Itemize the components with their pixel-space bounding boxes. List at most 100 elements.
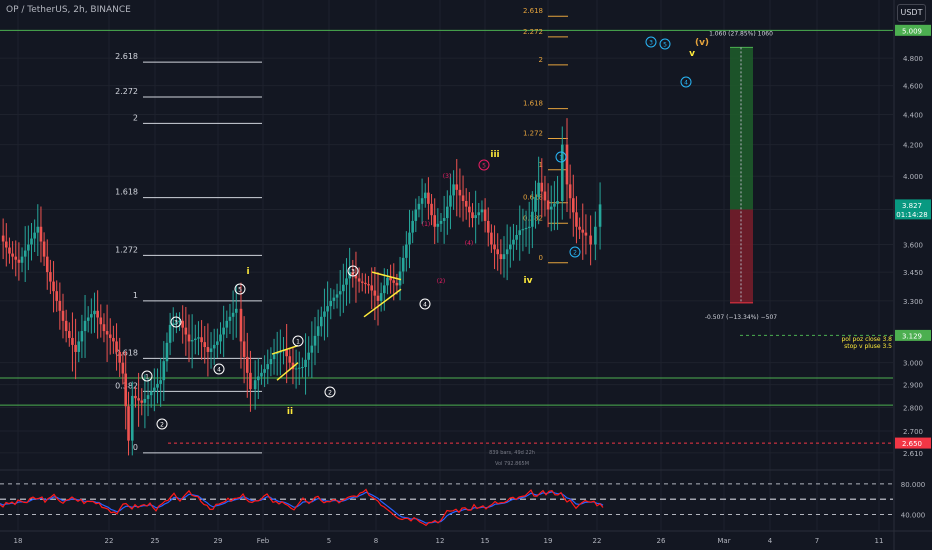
price-badge [895,329,931,341]
candle-body [461,195,465,202]
candle-body [260,372,263,377]
candle-body [427,192,430,204]
fib-right-label: 2.272 [523,28,543,36]
price-axis-tick: 3.450 [903,269,923,277]
candle-body [216,341,219,345]
candle-body [420,198,424,204]
candle-body [83,320,87,332]
candle-body [263,369,266,373]
time-axis-tick: 12 [436,537,445,545]
candle-body [156,383,159,388]
price-badge-label: 3.827 [902,202,922,210]
volume-info: Vol 792.865M [495,461,529,467]
candle-body [99,317,103,325]
time-axis-tick: 19 [544,537,553,545]
time-axis[interactable]: 18 22 25 29 Feb 5 8 12 15 19 22 26 Mar 4 7 11 [0,530,932,545]
candle-body [134,395,137,399]
candle-body [578,226,581,230]
fib-left-label: 1 [133,291,138,300]
candle-body [326,306,329,312]
wave-label-yellow: v [689,49,695,59]
rsi-pane [0,469,893,527]
bars-range-info: 839 bars, 49d 22h [489,450,535,456]
candle-body [572,198,575,213]
candle-body [518,230,522,235]
fib-left-label: 1.272 [115,245,138,254]
time-axis-tick: 5 [327,537,331,545]
fib-left-label: 2.618 [115,52,138,61]
candle-body [27,244,30,251]
wave-circle-marker [347,265,359,277]
candle-body [36,226,40,233]
candle-body [568,184,572,199]
candle-body [405,244,408,258]
wave-label-yellow: iv [524,276,533,286]
candle-body [194,338,197,341]
wave-circle-marker [569,246,581,258]
candle-body [546,200,550,210]
candle-body [316,326,320,336]
wave-label-yellow: i [246,267,249,277]
price-axis[interactable]: 4.8004.6004.4004.2004.0003.8003.6003.450… [893,0,931,550]
fib-right-label: 1.272 [523,129,543,137]
candle-body [401,257,405,272]
fib-left-label: 2.272 [115,87,138,96]
candle-body [439,220,443,224]
candle-body [376,295,380,301]
wave-label-yellow: (v) [695,38,709,48]
candle-body [543,191,547,201]
wave-circle-marker [478,159,490,171]
grid [0,0,893,530]
wave-circle-marker [170,316,182,328]
candle-body [187,334,191,342]
candle-body [153,387,156,392]
candle-body [304,359,307,368]
candle-body [357,278,361,282]
candle-body [242,341,246,357]
candle-body [379,293,383,301]
candle-body [294,368,298,370]
wave-circle-marker [419,298,431,310]
candle-body [269,359,273,365]
wave-circle-marker [141,370,153,382]
candle-body [486,220,490,233]
price-axis-tick: 4.000 [903,173,923,181]
candle-body [171,323,175,325]
wave-label: 3 [174,320,178,327]
candle-body [423,192,427,199]
candle-body [521,229,525,231]
price-badge [895,437,931,449]
wave-label: 1 [296,339,300,346]
position-top-label: 1.060 (27.85%) 1060 [709,30,773,37]
candle-body [58,300,62,311]
candle-body [96,310,99,318]
fib-right-label: 0 [539,254,543,262]
candle-body [414,209,418,221]
candle-body [131,395,134,441]
candle-body [149,391,153,396]
candle-body [212,344,216,349]
time-axis-tick: 11 [875,537,884,545]
price-badge-label: 5.009 [902,27,922,35]
currency-button[interactable]: USDT [897,4,926,22]
trade-note-line1: pol poz close 3.8 [842,336,893,343]
long-position-tool[interactable]: 1.060 (27.85%) 1060 -0.507 (−13.34%) −507 [705,30,777,321]
candle-body [323,311,326,317]
candle-body [52,281,55,292]
candle-body [509,244,512,250]
price-badge [895,199,931,220]
time-axis-tick: 15 [481,537,490,545]
price-axis-tick: 3.300 [903,298,923,306]
candle-body [471,212,474,219]
candle-body [575,212,578,227]
price-badge [895,24,931,36]
wave-circle-marker [555,151,567,163]
candle-body [335,294,339,298]
candle-body [307,352,310,360]
candle-body [433,215,436,227]
candle-body [383,285,386,294]
candle-body [168,324,172,343]
